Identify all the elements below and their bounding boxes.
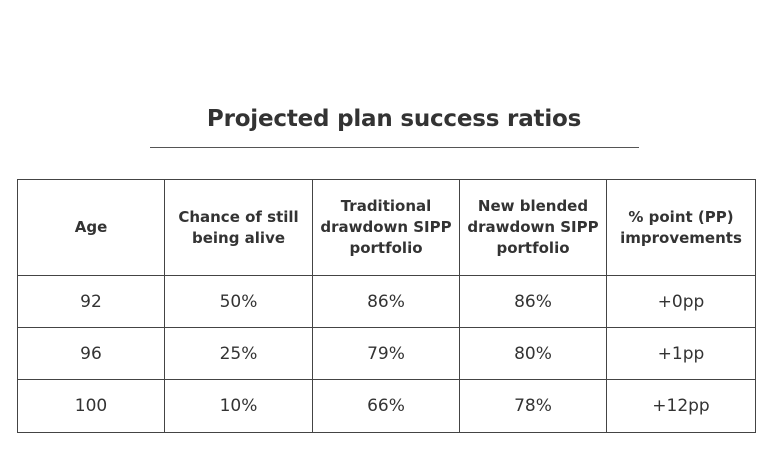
header-row: Age Chance of still being alive Traditio… [17, 179, 756, 276]
cell-blended: 80% [459, 327, 607, 380]
cell-blended: 78% [459, 379, 607, 433]
table-title: Projected plan success ratios [206, 106, 582, 132]
title-underline [150, 147, 639, 148]
cell-age: 96 [17, 327, 165, 380]
cell-improvement: +0pp [606, 275, 756, 328]
header-chance-alive: Chance of still being alive [164, 179, 313, 276]
cell-traditional: 79% [312, 327, 460, 380]
cell-chance-alive: 10% [164, 379, 313, 433]
cell-traditional: 66% [312, 379, 460, 433]
header-pp-improvement: % point (PP) improvements [606, 179, 756, 276]
cell-traditional: 86% [312, 275, 460, 328]
table-row: 92 50% 86% 86% +0pp [17, 275, 756, 328]
cell-age: 92 [17, 275, 165, 328]
cell-chance-alive: 25% [164, 327, 313, 380]
cell-chance-alive: 50% [164, 275, 313, 328]
success-ratio-table: Age Chance of still being alive Traditio… [17, 179, 756, 433]
header-age: Age [17, 179, 165, 276]
header-blended-portfolio: New blended drawdown SIPP portfolio [459, 179, 607, 276]
table-row: 96 25% 79% 80% +1pp [17, 327, 756, 380]
cell-improvement: +12pp [606, 379, 756, 433]
cell-blended: 86% [459, 275, 607, 328]
table-row: 100 10% 66% 78% +12pp [17, 379, 756, 433]
header-traditional-portfolio: Traditional drawdown SIPP portfolio [312, 179, 460, 276]
cell-age: 100 [17, 379, 165, 433]
cell-improvement: +1pp [606, 327, 756, 380]
